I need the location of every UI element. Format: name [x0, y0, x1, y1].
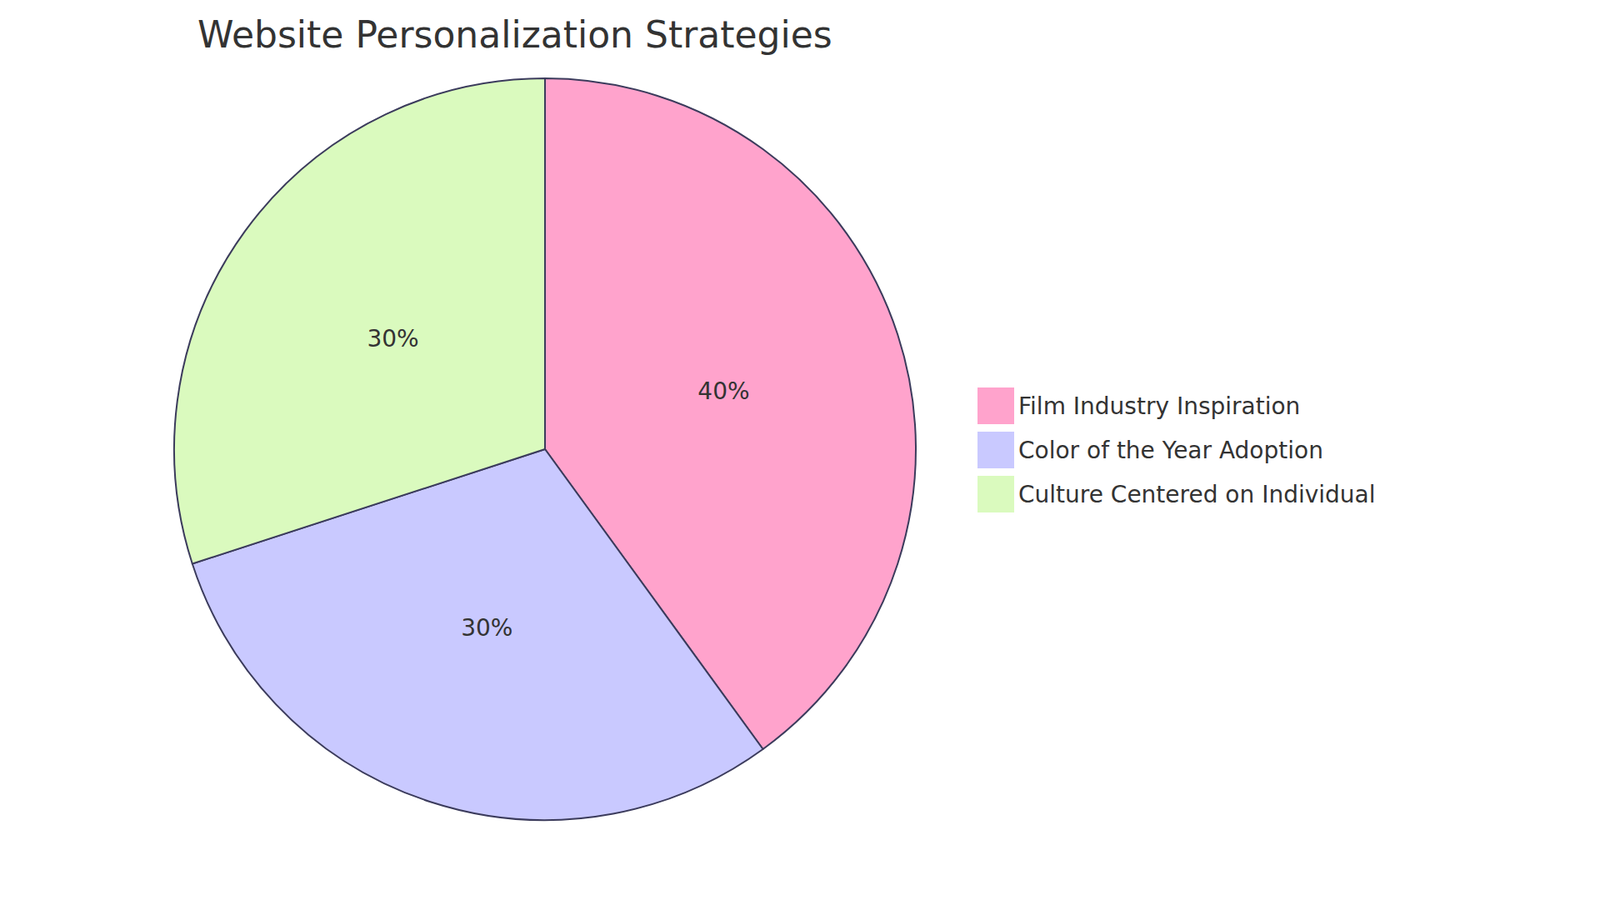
svg-text:Website Personalization Strate: Website Personalization Strategies [197, 13, 833, 56]
svg-text:Culture Centered on Individual: Culture Centered on Individual [1018, 480, 1376, 509]
svg-text:Color of the Year Adoption: Color of the Year Adoption [1018, 436, 1324, 465]
svg-text:Film Industry Inspiration: Film Industry Inspiration [1018, 392, 1300, 420]
svg-text:30%: 30% [460, 614, 513, 642]
svg-text:30%: 30% [366, 325, 419, 353]
svg-text:40%: 40% [697, 377, 750, 405]
